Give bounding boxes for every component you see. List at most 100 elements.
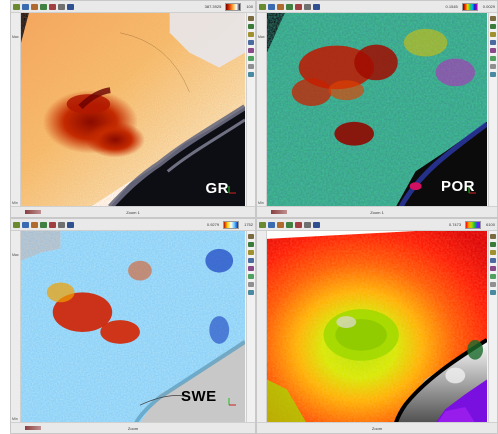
ruler-icon[interactable] xyxy=(490,64,496,69)
side-min-label: Min xyxy=(12,417,18,421)
layer-icon[interactable] xyxy=(286,221,293,228)
fault-icon[interactable] xyxy=(490,48,496,53)
select-icon[interactable] xyxy=(13,221,20,228)
colorbar-min-value: 387.3925 xyxy=(204,4,222,9)
por-statusbar: Zoom 1 xyxy=(257,206,497,217)
palette-icon[interactable] xyxy=(295,221,302,228)
colorbar-min-value: 0.7473 xyxy=(448,222,462,227)
gr-map-image xyxy=(21,13,245,207)
ruler-icon[interactable] xyxy=(248,282,254,287)
well-icon[interactable] xyxy=(490,40,496,45)
scale-bar xyxy=(25,210,41,214)
colorbar[interactable] xyxy=(461,2,478,11)
palette-icon[interactable] xyxy=(295,3,302,10)
panel4-statusbar: Zoom xyxy=(257,422,497,433)
layers-icon[interactable] xyxy=(248,24,254,29)
swe-panel: 0.9279 1752 Max Min xyxy=(10,218,256,434)
export-icon[interactable] xyxy=(67,3,74,10)
ruler-icon[interactable] xyxy=(490,282,496,287)
grid-icon[interactable] xyxy=(58,221,65,228)
colorbar[interactable] xyxy=(465,220,482,229)
grid-icon[interactable] xyxy=(304,3,311,10)
pan-icon[interactable] xyxy=(268,221,275,228)
por-map[interactable] xyxy=(267,13,487,207)
contour-icon[interactable] xyxy=(490,32,496,37)
scale-bar xyxy=(25,426,41,430)
settings-icon[interactable] xyxy=(490,290,496,295)
ruler-icon[interactable] xyxy=(248,64,254,69)
panel4-map-image xyxy=(267,231,487,423)
zoom-icon[interactable] xyxy=(277,3,284,10)
colorbar[interactable] xyxy=(225,2,242,11)
layers-icon[interactable] xyxy=(490,242,496,247)
pan-icon[interactable] xyxy=(268,3,275,10)
settings-icon[interactable] xyxy=(490,72,496,77)
side-max-label: Max xyxy=(12,35,19,39)
legend-icon[interactable] xyxy=(248,56,254,61)
properties-icon[interactable] xyxy=(490,234,496,239)
por-panel: 0.1545 0.0029 Max Min xyxy=(256,0,498,218)
zoom-label: Zoom xyxy=(371,425,383,431)
side-min-label: Min xyxy=(258,201,264,205)
grid-icon[interactable] xyxy=(304,221,311,228)
well-icon[interactable] xyxy=(248,258,254,263)
zoom-label: Zoom 1 xyxy=(126,209,140,215)
gr-map[interactable] xyxy=(21,13,245,207)
legend-icon[interactable] xyxy=(490,56,496,61)
gr-right-toolbar xyxy=(246,13,255,207)
layers-icon[interactable] xyxy=(490,24,496,29)
axis-triad-icon xyxy=(228,398,236,406)
legend-icon[interactable] xyxy=(248,274,254,279)
palette-icon[interactable] xyxy=(49,221,56,228)
fault-icon[interactable] xyxy=(490,266,496,271)
colorbar-max-value: 6100 xyxy=(486,222,495,227)
properties-icon[interactable] xyxy=(248,234,254,239)
fault-icon[interactable] xyxy=(248,48,254,53)
zoom-icon[interactable] xyxy=(277,221,284,228)
pan-icon[interactable] xyxy=(22,3,29,10)
well-icon[interactable] xyxy=(248,40,254,45)
attribute-panel-4: 0.7473 6100 xyxy=(256,218,498,434)
select-icon[interactable] xyxy=(259,221,266,228)
layer-icon[interactable] xyxy=(286,3,293,10)
zoom-label: Zoom xyxy=(127,425,139,431)
attribute-label: POR xyxy=(440,178,475,195)
colorbar-max-value: 0.0029 xyxy=(482,4,495,9)
zoom-icon[interactable] xyxy=(31,3,38,10)
swe-left-bar: Max Min xyxy=(11,231,21,423)
export-icon[interactable] xyxy=(313,221,320,228)
palette-icon[interactable] xyxy=(49,3,56,10)
zoom-label: Zoom 1 xyxy=(370,209,384,215)
contour-icon[interactable] xyxy=(248,250,254,255)
contour-icon[interactable] xyxy=(490,250,496,255)
select-icon[interactable] xyxy=(259,3,266,10)
side-max-label: Max xyxy=(12,253,19,257)
contour-icon[interactable] xyxy=(248,32,254,37)
export-icon[interactable] xyxy=(67,221,74,228)
layers-icon[interactable] xyxy=(248,242,254,247)
select-icon[interactable] xyxy=(13,3,20,10)
gr-panel: 387.3925 100 Max Min xyxy=(10,0,256,218)
colorbar-min-value: 0.1545 xyxy=(445,4,458,9)
swe-right-toolbar xyxy=(246,231,255,423)
properties-icon[interactable] xyxy=(490,16,496,21)
zoom-icon[interactable] xyxy=(31,221,38,228)
properties-icon[interactable] xyxy=(248,16,254,21)
fault-icon[interactable] xyxy=(248,266,254,271)
export-icon[interactable] xyxy=(313,3,320,10)
layer-icon[interactable] xyxy=(40,3,47,10)
swe-map[interactable] xyxy=(21,231,245,423)
legend-icon[interactable] xyxy=(490,274,496,279)
pan-icon[interactable] xyxy=(22,221,29,228)
gr-left-bar: Max Min xyxy=(11,13,21,207)
layer-icon[interactable] xyxy=(40,221,47,228)
grid-icon[interactable] xyxy=(58,3,65,10)
well-icon[interactable] xyxy=(490,258,496,263)
colorbar[interactable] xyxy=(223,220,240,229)
colorbar-min-value: 0.9279 xyxy=(206,222,220,227)
swe-map-image xyxy=(21,231,245,423)
panel4-map[interactable] xyxy=(267,231,487,423)
settings-icon[interactable] xyxy=(248,290,254,295)
settings-icon[interactable] xyxy=(248,72,254,77)
